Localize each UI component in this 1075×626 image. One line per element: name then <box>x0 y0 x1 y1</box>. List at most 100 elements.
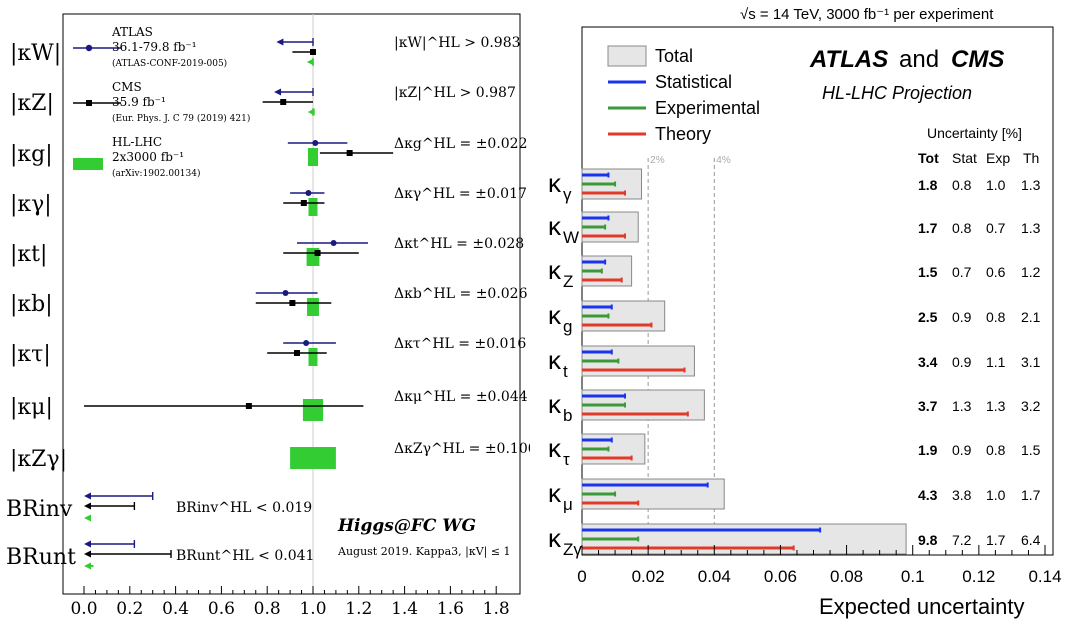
row-label-: |κτ| <box>10 342 51 367</box>
table-cell-b-exp: 1.3 <box>986 398 1006 414</box>
left-marks: |κW| |κW|^HL > 0.983|κZ| |κZ|^HL > 0.987|κ… <box>6 14 530 594</box>
x-tick-label: 0.2 <box>116 599 143 619</box>
right-x-axis: 0 0.02 0.04 0.06 0.08 0.1 0.12 0.14 <box>577 545 1062 586</box>
row-label-sub-: μ <box>563 495 573 514</box>
hllhc-box-z <box>290 447 336 469</box>
table-cell--tot: 1.8 <box>918 177 938 193</box>
x-tick-label: 1.2 <box>345 599 372 619</box>
annotation-b: Δκb^HL = ±0.026 <box>394 286 528 302</box>
legend-statistical: Statistical <box>608 72 732 92</box>
row-label-brinv: BRinv <box>6 497 73 522</box>
table-cell--stat: 3.8 <box>952 487 972 503</box>
table-cell-b-stat: 1.3 <box>952 398 972 414</box>
x-tick-label: 0.06 <box>764 567 797 586</box>
atlas-limit-brunt-arrowhead <box>84 540 91 548</box>
table-cell-g-exp: 0.8 <box>986 309 1006 325</box>
reference-label-2: 2% <box>650 155 665 166</box>
annotation-: Δκγ^HL = ±0.017 <box>394 186 527 202</box>
x-tick-label: 0.14 <box>1028 567 1061 586</box>
row-label-: κ <box>548 433 562 463</box>
experiment-title: ATLAS and CMS <box>809 46 1004 73</box>
annotation-z: ΔκZγ^HL = ±0.100 <box>394 441 530 457</box>
table-cell-w-tot: 1.7 <box>918 220 938 236</box>
legend-name-statistical: Statistical <box>655 72 732 92</box>
table-cell-z-th: 6.4 <box>1021 532 1041 548</box>
right-legend: Total Statistical Experimental Theory <box>607 45 760 144</box>
row-b: |κb| Δκb^HL = ±0.026 <box>10 286 528 317</box>
legend-name-total: Total <box>655 46 693 66</box>
atlas--point <box>305 190 312 196</box>
row-label-sub-t: t <box>563 362 568 381</box>
row-label-z: κ <box>548 255 562 285</box>
x-tick-label: 0.12 <box>962 567 995 586</box>
row-label-z: |κZ| <box>10 91 54 116</box>
column-header-th: Th <box>1023 150 1039 166</box>
x-tick-label: 0.8 <box>254 599 281 619</box>
row-label-sub-g: g <box>563 317 572 336</box>
row-label-z: |κZγ| <box>10 447 67 472</box>
table-cell--th: 1.5 <box>1021 442 1041 458</box>
row-brunt: BRunt BRunt^HL < 0.041 <box>6 540 314 570</box>
x-tick-label: 0.04 <box>698 567 731 586</box>
legend-lumi-atlas: 36.1-79.8 fb⁻¹ <box>112 40 197 54</box>
cms-w-point <box>310 49 316 55</box>
x-tick-label: 0.6 <box>208 599 235 619</box>
table-cell-t-exp: 1.1 <box>986 354 1006 370</box>
table-cell-z-stat: 7.2 <box>952 532 972 548</box>
row-: |κγ| Δκγ^HL = ±0.017 <box>10 186 527 217</box>
legend-ref-cms: (Eur. Phys. J. C 79 (2019) 421) <box>112 113 250 124</box>
row-w: |κW| |κW|^HL > 0.983 <box>10 35 521 66</box>
cms-b-point <box>289 300 296 306</box>
row-label-g: |κg| <box>10 142 53 167</box>
hl-lhc-subtitle: HL-LHC Projection <box>822 83 972 103</box>
row-label-sub-z: Z <box>563 272 573 291</box>
hllhc-limit-brinv-arrowhead <box>84 514 91 522</box>
x-tick-label: 1.8 <box>483 599 510 619</box>
right-plot-frame <box>581 26 1054 556</box>
legend-name-cms: CMS <box>112 80 142 94</box>
hllhc-box-b <box>307 298 319 316</box>
table-cell-g-th: 2.1 <box>1021 309 1041 325</box>
row-label-: κ <box>548 478 562 508</box>
x-tick-label: 0.4 <box>162 599 189 619</box>
row-g: |κg| Δκg^HL = ±0.022 <box>10 136 528 167</box>
cms--point <box>300 200 307 206</box>
row-label-g: κ <box>548 300 562 330</box>
annotation-brinv: BRinv^HL < 0.019 <box>176 500 312 516</box>
legend-swatch-hl-lhc <box>73 158 103 170</box>
right-marks: 2% 4%κ γκ Wκ Zκ gκ tκ bκ τκ μκ Zγ <box>548 155 907 559</box>
table-cell-w-th: 1.3 <box>1021 220 1041 236</box>
cms-g-point <box>346 150 353 156</box>
table-cell--stat: 0.8 <box>952 177 972 193</box>
row-label-sub-: τ <box>563 450 570 469</box>
row-z: |κZ| |κZ|^HL > 0.987 <box>10 85 516 116</box>
table-cell-t-stat: 0.9 <box>952 354 972 370</box>
row-label-w: κ <box>548 211 562 241</box>
hllhc-limit-w-arrowhead <box>306 58 314 66</box>
column-header-exp: Exp <box>986 150 1010 166</box>
annotation-t: Δκt^HL = ±0.028 <box>394 236 524 252</box>
row-label-w: |κW| <box>10 41 61 66</box>
legend-name-atlas: ATLAS <box>111 25 153 39</box>
row-: |κμ| Δκμ^HL = ±0.044 <box>10 389 528 421</box>
title-cms: CMS <box>951 46 1004 73</box>
row-label-b: |κb| <box>10 292 53 317</box>
table-cell-z-tot: 1.5 <box>918 264 938 280</box>
legend-marker-atlas <box>85 44 93 52</box>
hllhc-box- <box>302 399 324 421</box>
uncertainty-table-header: Uncertainty [%] <box>927 125 1022 141</box>
annotation-: Δκτ^HL = ±0.016 <box>394 336 526 352</box>
cms-limit-brinv-arrowhead <box>84 502 91 510</box>
table-cell--th: 1.7 <box>1021 487 1041 503</box>
legend-marker-cms <box>86 100 92 106</box>
legend-lumi-hl-lhc: 2x3000 fb⁻¹ <box>112 150 184 164</box>
row-label-: |κγ| <box>10 192 52 217</box>
